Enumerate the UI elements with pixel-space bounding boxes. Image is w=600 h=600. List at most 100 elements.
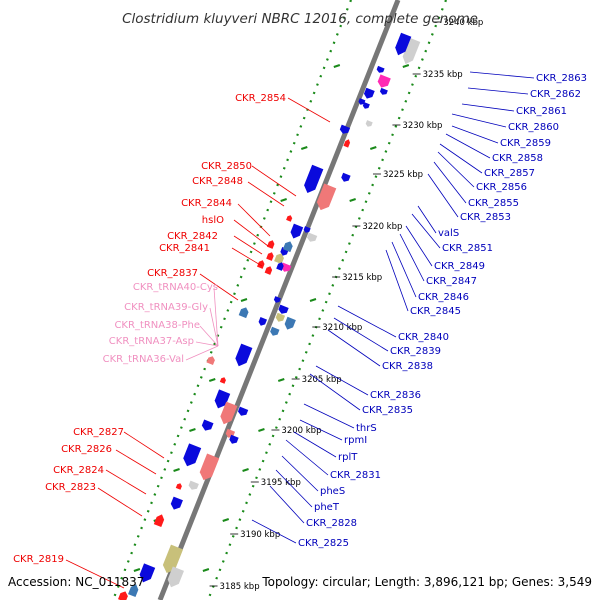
gene-label: CKR_2849 bbox=[434, 261, 485, 272]
leader-line bbox=[123, 431, 165, 459]
gc-skew-track bbox=[133, 64, 410, 572]
leader-line bbox=[391, 241, 417, 298]
gene-label: CKR_2851 bbox=[442, 243, 493, 254]
leader-line bbox=[115, 449, 157, 475]
gene-label: CKR_tRNA36-Val bbox=[103, 354, 184, 365]
gene-feature bbox=[175, 483, 182, 490]
gene-feature bbox=[235, 343, 253, 367]
tick-label: 3190 kbp bbox=[240, 530, 280, 540]
gene-label: CKR_tRNA39-Gly bbox=[124, 302, 208, 313]
gene-label: CKR_2855 bbox=[468, 198, 519, 209]
gene-feature bbox=[365, 120, 373, 127]
gene-feature bbox=[274, 253, 284, 265]
gc-dash bbox=[309, 298, 317, 302]
gene-label: CKR_2863 bbox=[536, 73, 587, 84]
tick-label: 3205 kbp bbox=[302, 375, 342, 385]
gene-label: CKR_2861 bbox=[516, 106, 567, 117]
gene-feature bbox=[229, 434, 239, 444]
leader-line bbox=[461, 103, 515, 112]
gene-label: CKR_2860 bbox=[508, 122, 559, 133]
gene-feature bbox=[343, 139, 351, 148]
leader-line bbox=[333, 317, 389, 352]
gene-feature bbox=[258, 316, 268, 326]
gene-label: rpmI bbox=[344, 435, 367, 446]
tick-label: 3185 kbp bbox=[220, 582, 260, 592]
gc-dash bbox=[202, 568, 210, 572]
gene-feature bbox=[395, 32, 412, 56]
gene-feature bbox=[266, 252, 274, 261]
gene-feature bbox=[238, 307, 249, 319]
gene-feature bbox=[220, 401, 238, 425]
gene-label: pheS bbox=[320, 486, 345, 497]
genome-title: Clostridium kluyveri NBRC 12016, complet… bbox=[122, 11, 478, 27]
tick-label: 3215 kbp bbox=[342, 273, 382, 283]
leader-line bbox=[213, 287, 219, 347]
gc-dash bbox=[277, 378, 285, 382]
gene-feature bbox=[284, 316, 296, 330]
leader-line bbox=[199, 325, 219, 347]
gene-feature bbox=[257, 260, 265, 269]
gene-label: CKR_2824 bbox=[53, 465, 104, 476]
gene-label: CKR_tRNA37-Asp bbox=[109, 336, 194, 347]
gene-label: CKR_2842 bbox=[167, 231, 218, 242]
gc-dash bbox=[189, 428, 196, 432]
gene-label: CKR_2848 bbox=[192, 176, 243, 187]
gene-feature bbox=[304, 164, 324, 194]
gene-feature bbox=[362, 102, 370, 109]
gene-label: CKR_2839 bbox=[390, 346, 441, 357]
gene-label: CKR_2828 bbox=[306, 518, 357, 529]
leader-line bbox=[65, 559, 125, 589]
gene-feature bbox=[379, 87, 388, 95]
gene-label: CKR_2819 bbox=[13, 554, 64, 565]
gene-feature bbox=[290, 223, 304, 239]
gene-feature bbox=[341, 172, 351, 182]
accession-text: Accession: NC_011837 bbox=[8, 575, 144, 589]
tick-label: 3200 kbp bbox=[281, 426, 321, 436]
gene-label: CKR_tRNA40-Cys bbox=[133, 282, 218, 293]
gc-dash bbox=[133, 568, 141, 572]
gene-feature bbox=[128, 584, 139, 598]
label-leader-lines bbox=[65, 71, 535, 589]
leader-line bbox=[199, 273, 239, 301]
gc-dash bbox=[333, 64, 341, 68]
gc-dash bbox=[208, 378, 216, 382]
gene-label: CKR_2836 bbox=[370, 390, 421, 401]
gene-feature bbox=[273, 296, 281, 303]
gene-label: CKR_2857 bbox=[484, 168, 535, 179]
tick-label: 3225 kbp bbox=[383, 170, 423, 180]
gene-label: CKR_2858 bbox=[492, 153, 543, 164]
tick-label: 3210 kbp bbox=[322, 323, 362, 333]
gene-label: CKR_2825 bbox=[298, 538, 349, 549]
gene-feature bbox=[170, 496, 183, 510]
gene-label: CKR_2854 bbox=[235, 93, 286, 104]
leader-line bbox=[327, 329, 381, 367]
leader-line bbox=[439, 143, 483, 174]
gene-feature bbox=[118, 591, 128, 600]
gene-label: CKR_2856 bbox=[476, 182, 527, 193]
gene-label: CKR_2853 bbox=[460, 212, 511, 223]
leader-line bbox=[445, 133, 491, 159]
gene-feature bbox=[266, 240, 275, 249]
gene-label: rplT bbox=[338, 452, 358, 463]
leader-line bbox=[451, 125, 499, 144]
gene-feature bbox=[358, 98, 366, 105]
gene-feature bbox=[278, 304, 289, 314]
kbp-tick-marks: 3240 kbp 3235 kbp 3230 kbp 3225 kbp 3220 kbp… bbox=[209, 18, 483, 592]
gene-feature bbox=[162, 544, 184, 574]
gene-label: CKR_2835 bbox=[362, 405, 413, 416]
gc-dash bbox=[369, 146, 377, 150]
gene-feature bbox=[206, 356, 215, 366]
gene-feature bbox=[270, 326, 280, 336]
leader-line bbox=[337, 305, 397, 338]
leader-line bbox=[233, 235, 263, 255]
gene-feature bbox=[282, 241, 293, 253]
gene-feature bbox=[281, 262, 292, 272]
leader-line bbox=[185, 345, 219, 361]
leader-line bbox=[105, 469, 147, 495]
gene-label: CKR_2837 bbox=[147, 268, 198, 279]
gc-dash bbox=[280, 198, 287, 202]
leader-line bbox=[293, 431, 337, 458]
gene-label: CKR_2823 bbox=[45, 482, 96, 493]
gene-feature bbox=[286, 215, 293, 222]
leader-line bbox=[209, 307, 219, 347]
